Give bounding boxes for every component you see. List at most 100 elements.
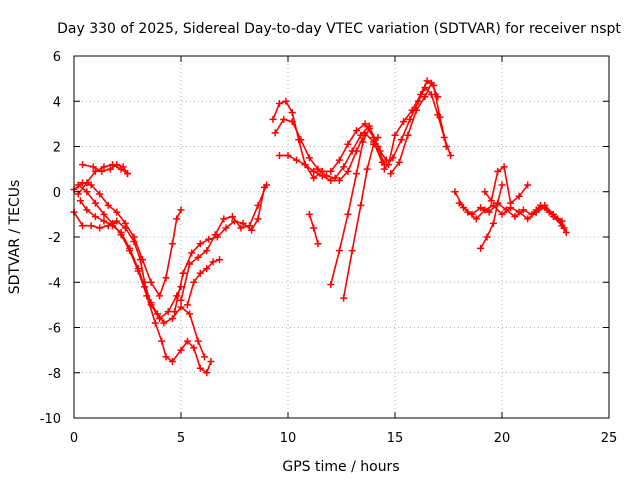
data-point xyxy=(160,319,168,327)
data-point xyxy=(245,222,253,230)
data-point xyxy=(310,224,318,232)
data-point xyxy=(186,310,194,318)
series-track-w xyxy=(532,201,570,236)
series-track-f xyxy=(74,161,131,198)
data-point xyxy=(211,231,219,239)
data-point xyxy=(275,152,283,160)
data-point xyxy=(209,258,217,266)
data-point xyxy=(395,158,403,166)
data-point xyxy=(188,249,196,257)
data-point xyxy=(263,181,271,189)
data-point xyxy=(196,269,204,277)
data-point xyxy=(162,274,170,282)
series-line xyxy=(173,186,266,313)
data-point xyxy=(228,213,236,221)
data-point xyxy=(100,217,108,225)
data-point xyxy=(404,131,412,139)
data-point xyxy=(83,206,91,214)
data-point xyxy=(156,314,164,322)
data-point xyxy=(117,165,125,173)
series-line xyxy=(479,184,503,250)
data-point xyxy=(477,244,485,252)
x-tick-label: 15 xyxy=(387,431,404,446)
data-point xyxy=(498,210,506,218)
data-point xyxy=(288,109,296,117)
data-point xyxy=(421,84,429,92)
data-point xyxy=(327,281,335,289)
data-point xyxy=(352,170,360,178)
chart-title: Day 330 of 2025, Sidereal Day-to-day VTE… xyxy=(57,21,621,37)
series-track-r xyxy=(387,79,442,178)
data-point xyxy=(196,364,204,372)
data-point xyxy=(248,226,256,234)
data-point xyxy=(96,224,104,232)
data-point xyxy=(203,247,211,255)
data-point xyxy=(301,161,309,169)
data-point xyxy=(83,179,91,187)
data-point xyxy=(162,353,170,361)
data-point xyxy=(203,265,211,273)
data-point xyxy=(318,172,326,180)
data-point xyxy=(335,247,343,255)
data-point xyxy=(284,152,292,160)
data-point xyxy=(352,127,360,135)
data-point xyxy=(310,167,318,175)
series-track-c xyxy=(70,208,185,322)
x-tick-label: 25 xyxy=(601,431,618,446)
data-point xyxy=(515,192,523,200)
data-point xyxy=(378,158,386,166)
series-track-i xyxy=(183,256,224,309)
data-point xyxy=(340,294,348,302)
data-point xyxy=(113,208,121,216)
data-point xyxy=(79,222,87,230)
data-point xyxy=(186,260,194,268)
data-point xyxy=(168,314,176,322)
x-tick-label: 0 xyxy=(70,431,78,446)
y-tick-label: 6 xyxy=(53,50,61,65)
data-point xyxy=(481,188,489,196)
y-axis-label: SDTVAR / TECUs xyxy=(7,180,23,295)
data-point xyxy=(427,90,435,98)
data-point xyxy=(440,133,448,141)
series-track-a xyxy=(74,181,215,377)
data-point xyxy=(421,93,429,101)
data-point xyxy=(305,154,313,162)
data-point xyxy=(335,176,343,184)
data-point xyxy=(344,140,352,148)
data-point xyxy=(447,152,455,160)
data-point xyxy=(121,219,129,227)
data-point xyxy=(183,301,191,309)
data-point xyxy=(271,129,279,137)
data-point xyxy=(406,115,414,123)
grid xyxy=(74,56,609,418)
data-point xyxy=(196,240,204,248)
series-track-l xyxy=(275,129,386,184)
data-point xyxy=(380,165,388,173)
data-point xyxy=(400,118,408,126)
data-point xyxy=(168,240,176,248)
y-tick-label: 4 xyxy=(53,95,61,110)
series-line xyxy=(342,136,379,299)
data-point xyxy=(194,337,202,345)
data-point xyxy=(297,136,305,144)
y-tick-label: 0 xyxy=(53,186,61,201)
data-point xyxy=(109,161,117,169)
data-point xyxy=(451,188,459,196)
data-point xyxy=(487,197,495,205)
data-point xyxy=(374,133,382,141)
data-point xyxy=(91,167,99,175)
data-point xyxy=(494,167,502,175)
data-point xyxy=(434,93,442,101)
data-point xyxy=(361,120,369,128)
data-series-group xyxy=(70,77,570,377)
data-point xyxy=(472,215,480,223)
data-point xyxy=(515,208,523,216)
data-point xyxy=(415,97,423,105)
data-point xyxy=(177,346,185,354)
data-point xyxy=(134,265,142,273)
data-point xyxy=(524,181,532,189)
data-point xyxy=(511,213,519,221)
data-point xyxy=(254,215,262,223)
data-point xyxy=(205,235,213,243)
data-point xyxy=(498,181,506,189)
